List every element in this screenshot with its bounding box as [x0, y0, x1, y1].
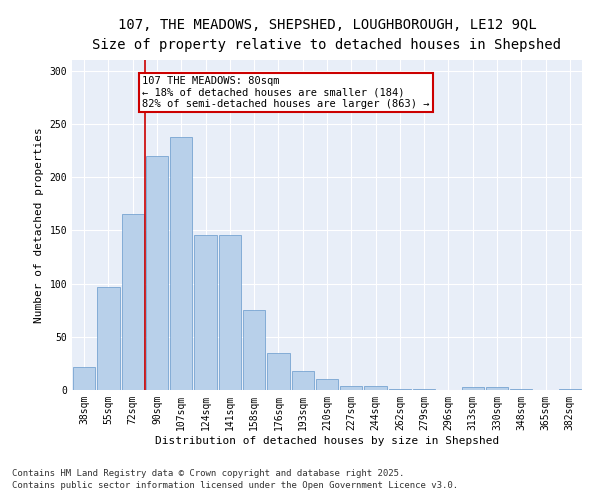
- Bar: [413, 389, 436, 390]
- Bar: [267, 352, 290, 390]
- Bar: [170, 136, 193, 390]
- Bar: [292, 371, 314, 390]
- Bar: [243, 310, 265, 390]
- Y-axis label: Number of detached properties: Number of detached properties: [34, 127, 44, 323]
- Bar: [122, 214, 144, 390]
- Bar: [364, 386, 387, 390]
- Bar: [97, 286, 119, 390]
- Bar: [73, 366, 95, 390]
- Title: 107, THE MEADOWS, SHEPSHED, LOUGHBOROUGH, LE12 9QL
Size of property relative to : 107, THE MEADOWS, SHEPSHED, LOUGHBOROUGH…: [92, 18, 562, 52]
- Bar: [461, 387, 484, 390]
- X-axis label: Distribution of detached houses by size in Shepshed: Distribution of detached houses by size …: [155, 436, 499, 446]
- Bar: [316, 380, 338, 390]
- Text: 107 THE MEADOWS: 80sqm
← 18% of detached houses are smaller (184)
82% of semi-de: 107 THE MEADOWS: 80sqm ← 18% of detached…: [142, 76, 430, 109]
- Bar: [146, 156, 168, 390]
- Bar: [486, 387, 508, 390]
- Bar: [510, 389, 532, 390]
- Bar: [218, 234, 241, 390]
- Bar: [194, 234, 217, 390]
- Bar: [559, 389, 581, 390]
- Bar: [340, 386, 362, 390]
- Bar: [389, 389, 411, 390]
- Text: Contains HM Land Registry data © Crown copyright and database right 2025.
Contai: Contains HM Land Registry data © Crown c…: [12, 469, 458, 490]
